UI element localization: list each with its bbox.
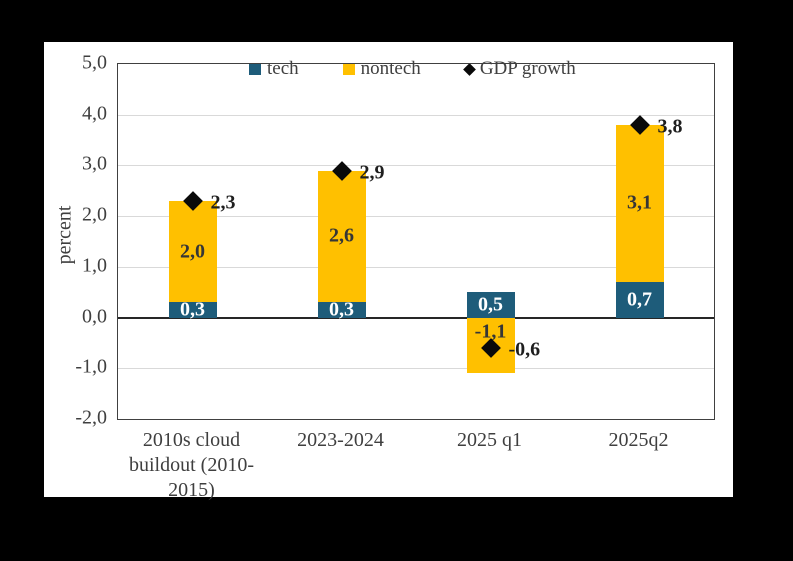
- x-axis-label-line: 2015): [168, 479, 215, 501]
- y-tick-label: 1,0: [82, 254, 107, 277]
- x-axis-label: 2025q2: [564, 428, 714, 453]
- gridline: [118, 368, 714, 370]
- data-label-nontech: 2,6: [329, 224, 354, 247]
- y-tick-label: -1,0: [75, 355, 107, 378]
- x-axis-label: 2023-2024: [266, 428, 416, 453]
- bar-segment-tech: [317, 302, 366, 318]
- gridline: [118, 216, 714, 218]
- data-label-gdp-growth: 2,3: [210, 191, 236, 214]
- nontech-swatch-icon: [342, 63, 355, 75]
- gridline: [118, 266, 714, 268]
- gridline: [118, 165, 714, 167]
- data-label-gdp-growth: 2,9: [359, 161, 385, 183]
- y-tick-label: 5,0: [82, 51, 107, 74]
- bar-segment-tech: [615, 282, 664, 318]
- chart-panel: percent tech nontech GDP growth 0,3 2,0 2,…: [44, 42, 733, 501]
- data-label-tech: 0,7: [627, 288, 652, 311]
- bar-segment-nontech: [317, 170, 366, 303]
- y-tick-label: 0,0: [82, 305, 107, 328]
- x-axis-label: 2010s cloud buildout (2010- 2015): [117, 428, 267, 503]
- y-tick-label: 2,0: [82, 203, 107, 226]
- x-axis-label-line: 2025q2: [608, 429, 669, 451]
- data-label-gdp-growth: -0,6: [508, 338, 541, 361]
- bar-segment-nontech: [168, 200, 217, 303]
- x-axis-label-line: 2025 q1: [457, 429, 522, 451]
- y-tick-label: 4,0: [82, 102, 107, 125]
- gridline: [118, 114, 714, 116]
- data-label-nontech: -1,1: [474, 320, 507, 343]
- y-tick-label: 3,0: [82, 152, 107, 175]
- plot-area: 0,3 2,0 2,3 0,3 2,6 2,9 0,5 -1,1 -0,6 0,7 3,1 3,8: [117, 63, 715, 420]
- data-label-nontech: 3,1: [627, 191, 652, 214]
- bar-segment-tech: [466, 292, 515, 318]
- tech-swatch-icon: [249, 63, 261, 75]
- data-label-tech: 0,3: [180, 298, 205, 321]
- y-tick-label: -2,0: [75, 406, 107, 429]
- x-axis-label-line: 2010s cloud: [142, 429, 241, 451]
- bar-segment-tech: [168, 302, 217, 318]
- x-axis-label: 2025 q1: [415, 428, 565, 453]
- data-label-gdp-growth: 3,8: [657, 115, 683, 138]
- zero-axis-line: [118, 316, 714, 319]
- x-axis-label-line: buildout (2010-: [129, 454, 254, 476]
- x-axis-label-line: 2023-2024: [297, 429, 384, 451]
- bar-segment-nontech: [615, 124, 664, 283]
- data-label-nontech: 2,0: [180, 240, 205, 263]
- data-label-tech: 0,5: [478, 293, 503, 316]
- data-label-tech: 0,3: [329, 298, 354, 321]
